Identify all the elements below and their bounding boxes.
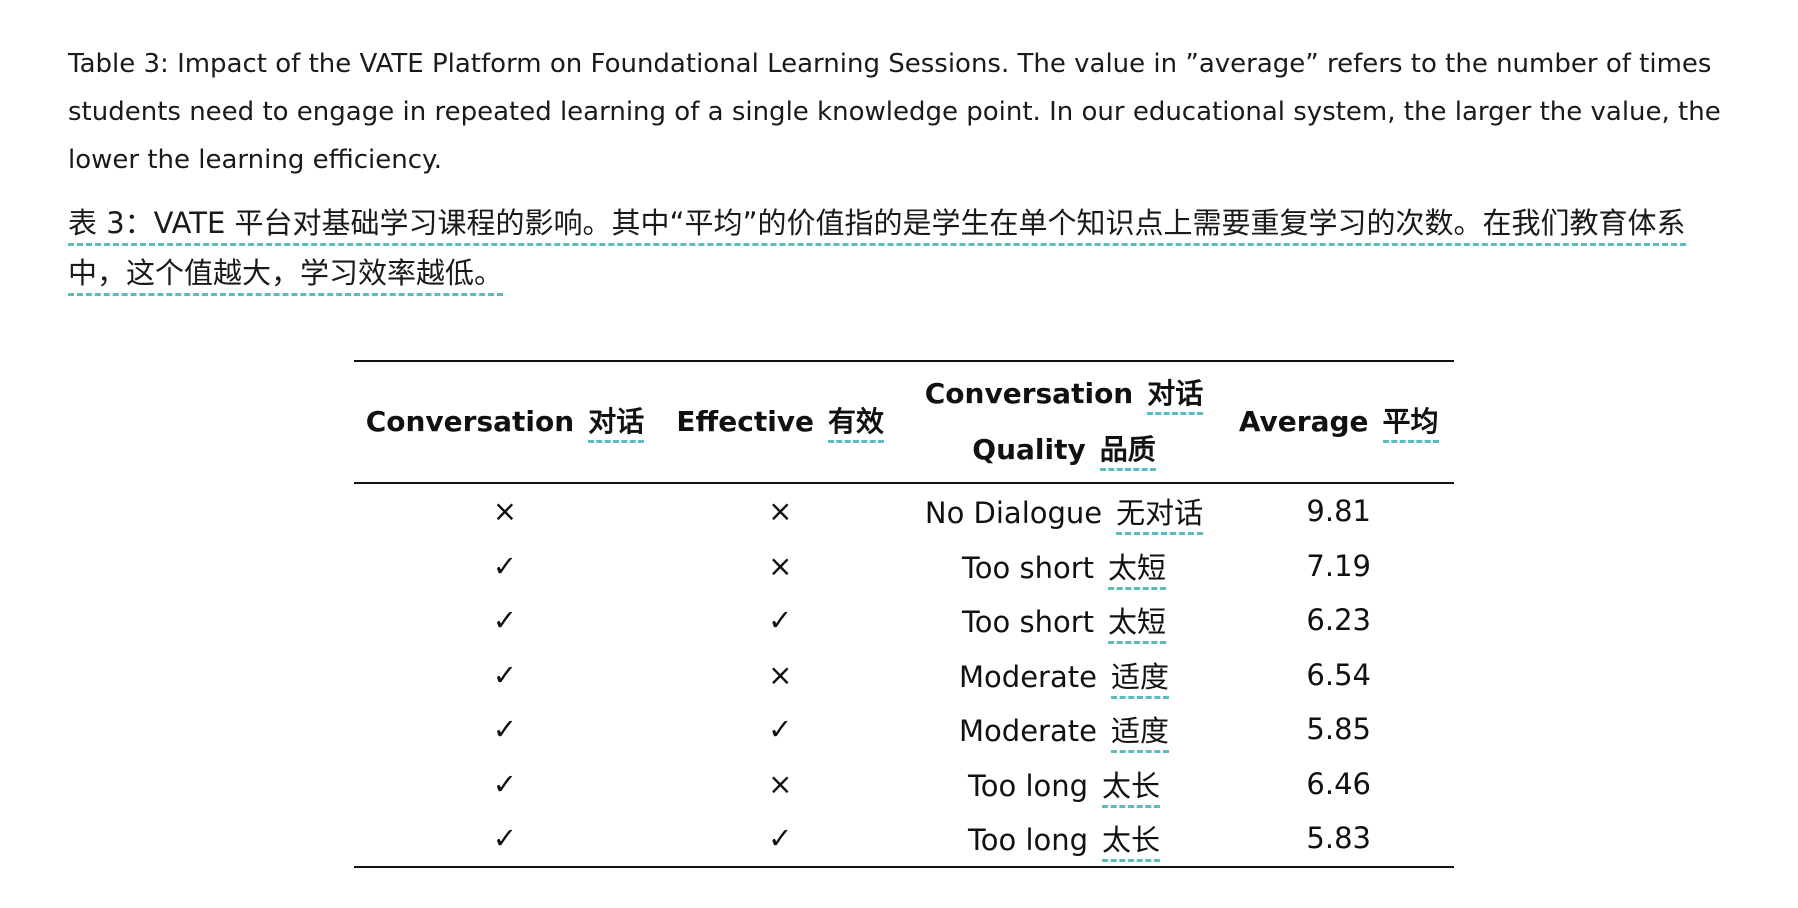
table-row: × × No Dialogue 无对话 9.81 — [354, 483, 1454, 539]
cell-quality-en: Moderate — [959, 659, 1097, 694]
cell-quality: Too long 太长 — [905, 757, 1224, 812]
cell-quality-zh: 太短 — [1108, 550, 1167, 590]
header-effective: Effective 有效 — [656, 361, 905, 483]
results-table: Conversation 对话 Effective 有效 Conversation 对… — [354, 360, 1454, 868]
cell-quality: Moderate 适度 — [905, 702, 1224, 757]
cell-effective: × — [768, 766, 793, 801]
table-caption-english: Table 3: Impact of the VATE Platform on … — [68, 49, 1721, 175]
cell-effective: × — [768, 494, 793, 529]
header-effective-en: Effective — [676, 405, 815, 438]
cell-conversation: ✓ — [492, 548, 518, 583]
table-caption-chinese: 表 3：VATE 平台对基础学习课程的影响。其中“平均”的价值指的是学生在单个知… — [68, 198, 1740, 298]
header-quality-line2-en: Quality — [972, 433, 1086, 466]
header-quality-line1-en: Conversation — [924, 377, 1134, 410]
cell-conversation: ✓ — [492, 712, 518, 747]
caption-translation-text: 表 3：VATE 平台对基础学习课程的影响。其中“平均”的价值指的是学生在单个知… — [68, 206, 1686, 296]
cell-quality-zh: 太短 — [1108, 605, 1167, 645]
cell-quality: No Dialogue 无对话 — [905, 483, 1224, 539]
cell-conversation: ✓ — [492, 821, 518, 856]
header-conversation: Conversation 对话 — [354, 361, 656, 483]
cell-conversation: ✓ — [492, 657, 518, 692]
header-conversation-quality: Conversation 对话 Quality 品质 — [905, 361, 1224, 483]
table-row: ✓ ✓ Moderate 适度 5.85 — [354, 702, 1454, 757]
cell-effective: ✓ — [768, 712, 793, 747]
cell-effective: ✓ — [768, 603, 793, 638]
table-row: ✓ × Too short 太短 7.19 — [354, 539, 1454, 594]
header-quality-line-2: Quality 品质 — [913, 422, 1216, 478]
cell-effective: ✓ — [768, 821, 793, 856]
header-conversation-zh: 对话 — [588, 405, 645, 443]
header-quality-line-1: Conversation 对话 — [913, 366, 1216, 422]
table-row: ✓ × Too long 太长 6.46 — [354, 757, 1454, 812]
cell-quality-en: Moderate — [959, 714, 1097, 749]
cell-quality-zh: 太长 — [1102, 823, 1161, 863]
cell-effective: × — [768, 657, 793, 692]
cell-quality-zh: 适度 — [1110, 714, 1169, 754]
cell-quality: Too short 太短 — [905, 539, 1224, 594]
cell-quality: Too long 太长 — [905, 811, 1224, 867]
cell-average: 6.54 — [1306, 657, 1371, 692]
header-average-en: Average — [1238, 405, 1369, 438]
table-row: ✓ ✓ Too long 太长 5.83 — [354, 811, 1454, 867]
cell-quality-en: Too long — [967, 768, 1089, 803]
cell-quality-en: No Dialogue — [924, 496, 1103, 531]
cell-effective: × — [768, 548, 793, 583]
header-quality-line1-zh: 对话 — [1147, 377, 1204, 415]
cell-quality-zh: 无对话 — [1116, 496, 1204, 536]
header-average-zh: 平均 — [1382, 405, 1439, 443]
cell-quality-zh: 太长 — [1102, 768, 1161, 808]
header-average: Average 平均 — [1223, 361, 1454, 483]
header-conversation-en: Conversation — [365, 405, 575, 438]
table-row: ✓ × Moderate 适度 6.54 — [354, 648, 1454, 703]
cell-quality-zh: 适度 — [1110, 659, 1169, 699]
table-row: ✓ ✓ Too short 太短 6.23 — [354, 593, 1454, 648]
cell-average: 5.83 — [1306, 821, 1371, 856]
header-effective-zh: 有效 — [828, 405, 885, 443]
table-header-row: Conversation 对话 Effective 有效 Conversation 对… — [354, 361, 1454, 483]
cell-average: 5.85 — [1306, 712, 1371, 747]
cell-conversation: × — [492, 494, 518, 529]
cell-quality-en: Too short — [961, 605, 1094, 640]
cell-quality-en: Too short — [961, 550, 1094, 585]
cell-average: 7.19 — [1306, 548, 1371, 583]
cell-quality: Moderate 适度 — [905, 648, 1224, 703]
cell-quality-en: Too long — [967, 823, 1089, 858]
cell-average: 9.81 — [1306, 494, 1371, 529]
cell-quality: Too short 太短 — [905, 593, 1224, 648]
header-quality-line2-zh: 品质 — [1099, 433, 1156, 471]
cell-average: 6.46 — [1306, 766, 1371, 801]
cell-conversation: ✓ — [492, 766, 518, 801]
cell-average: 6.23 — [1306, 603, 1371, 638]
cell-conversation: ✓ — [492, 603, 518, 638]
